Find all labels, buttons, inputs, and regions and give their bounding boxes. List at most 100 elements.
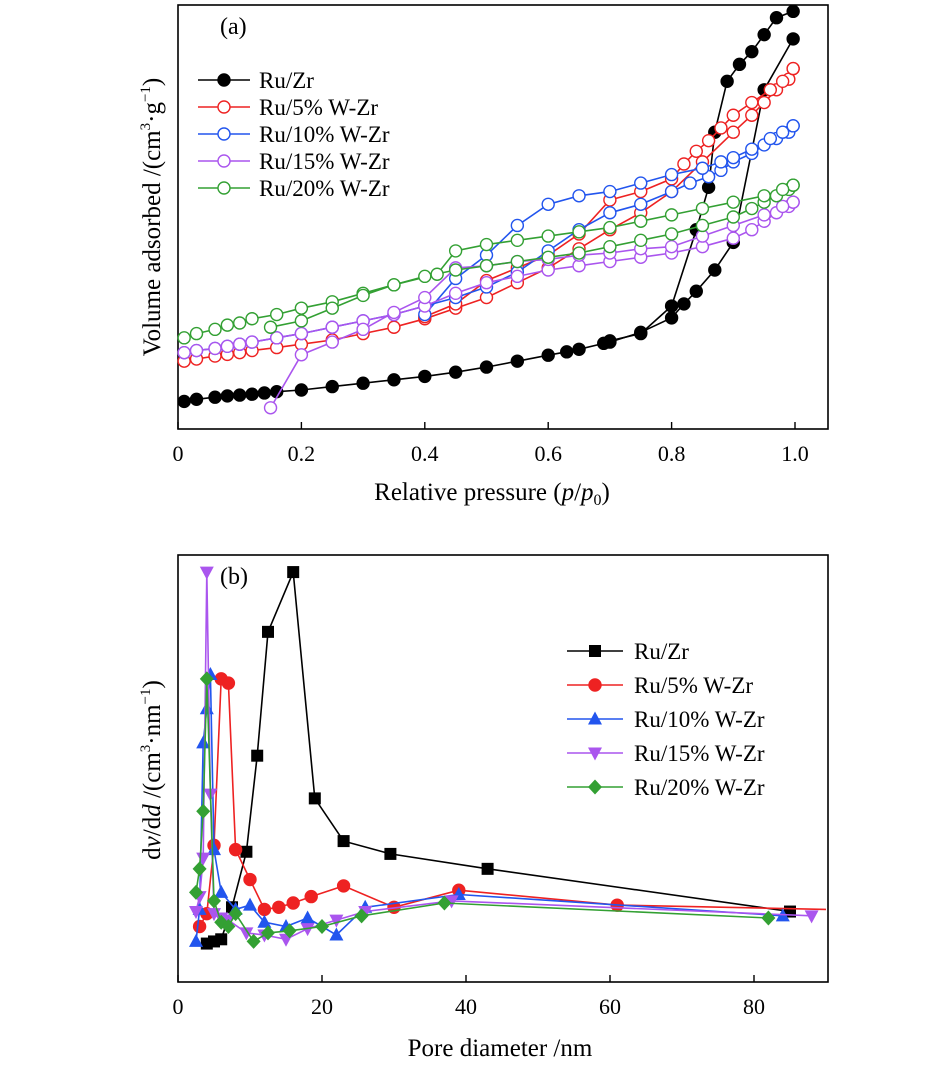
panel-a-ru-20pct-w-zr-adsorption-point [745,201,759,216]
panel-a-ru-zr-desorption-point [757,27,771,42]
panel-a-ru-zr-adsorption-point [208,390,222,404]
panel-a-x-tick-label: 0.4 [411,441,439,466]
panel-b-legend-label-ru-15pct-w-zr: Ru/15% W-Zr [634,741,765,766]
panel-a-ru-5pct-w-zr-desorption-point [726,108,740,122]
panel-b-ru-20pct-w-zr-point [261,925,275,941]
panel-a-ru-20pct-w-zr-adsorption-point [479,259,494,273]
panel-a-ru-zr-adsorption-point [786,32,800,46]
panel-a-legend-marker-ru-15pct-w-zr [217,154,231,168]
panel-a-ru-20pct-w-zr-desorption-point [603,220,617,235]
panel-a-ru-20pct-w-zr-desorption-point [726,195,740,209]
panel-a-ru-15pct-w-zr-adsorption-point [208,341,222,356]
panel-a-ru-20pct-w-zr-adsorption-point [245,312,259,326]
panel-a-ru-zr-desorption-point [732,57,747,72]
panel-a-ru-zr-adsorption-point [177,394,191,409]
panel-a-ru-zr-adsorption-point [708,263,722,277]
panel-b-ru-10pct-w-zr-point [300,910,315,924]
panel-a-ru-20pct-w-zr-adsorption-point [418,269,432,284]
panel-a-ru-20pct-w-zr-desorption-point [448,244,463,258]
panel-a-ru-15pct-w-zr-adsorption-point [189,343,204,358]
panel-a-ru-5pct-w-zr-desorption-point [689,144,703,158]
panel-a-ru-5pct-w-zr-desorption-point [677,157,691,171]
panel-a-ru-5pct-w-zr-desorption-point [763,83,778,97]
panel-a-ru-zr-adsorption-point [232,388,247,402]
panel-a-legend-label-ru-zr: Ru/Zr [259,68,314,93]
panel-b-x-tick-label: 80 [743,994,765,1019]
panel-b-ru-zr-point [251,749,264,762]
panel-a-ru-zr-desorption-point [664,299,679,313]
panel-a-ru-zr-adsorption-point [325,379,339,394]
panel-a-ru-20pct-w-zr-adsorption-point [232,316,247,330]
panel-b-ru-15pct-w-zr-point [300,923,315,937]
panel-a-ru-20pct-w-zr-adsorption-point [208,322,222,337]
panel-b-ru-15pct-w-zr-point [444,895,459,909]
panel-a-ru-15pct-w-zr-adsorption-point [510,269,525,284]
panel-a-ru-zr-adsorption-point [356,376,370,390]
panel-a-ru-10pct-w-zr-desorption-point [745,142,759,156]
panel-b-legend-marker-ru-5pct-w-zr [588,678,602,692]
panel-a-ru-15pct-w-zr-adsorption-point [270,331,284,345]
panel-a-label: (a) [220,14,247,40]
panel-a-ru-5pct-w-zr-desorption-point [714,121,728,135]
panel-b-ru-10pct-w-zr-point [214,884,229,898]
panel-a-ru-10pct-w-zr-adsorption-point [683,176,697,190]
panel-b-legend-label-ru-10pct-w-zr: Ru/10% W-Zr [634,707,765,732]
panel-a-ru-10pct-w-zr-adsorption-point [634,197,648,211]
panel-a-series [177,4,800,415]
panel-b-ru-5pct-w-zr-point [243,872,257,887]
panel-b-ru-5pct-w-zr-point [304,889,318,904]
panel-a-frame [177,4,829,430]
panel-b-series-ru-15pct-w-zr [189,566,819,947]
panel-b-ru-zr-point [287,566,300,579]
panel-b-ru-zr-point [240,845,253,858]
panel-a-ru-10pct-w-zr-desorption-point [726,150,740,165]
panel-a-ru-15pct-w-zr-desorption-point [356,322,370,337]
panel-a-ru-5pct-w-zr-adsorption-point [726,125,740,139]
panel-a-ru-zr-desorption-point [786,4,800,19]
panel-b-x-tick-label: 0 [173,994,184,1019]
panel-a-ru-zr-desorption-point [634,326,648,341]
panel-a-ru-5pct-w-zr-desorption-point [775,74,790,89]
panel-b-ru-20pct-w-zr-point [246,933,261,949]
panel-a-ru-15pct-w-zr-adsorption-point [220,339,235,354]
panel-b-label: (b) [220,564,248,590]
panel-a-ru-15pct-w-zr-adsorption-point [177,345,191,360]
panel-a-ru-10pct-w-zr-desorption-point [775,125,790,139]
panel-a-ru-15pct-w-zr-adsorption-point [245,335,259,349]
panel-b-series [189,566,827,950]
panel-a-ru-15pct-w-zr-desorption-point [387,305,401,320]
panel-a-ru-20pct-w-zr-desorption-point [356,288,370,303]
panel-b-ru-zr-point [262,625,274,638]
panel-a-ru-15pct-w-zr-adsorption-point [745,223,759,237]
panel-a-ru-15pct-w-zr-adsorption-point [232,337,247,351]
panel-a-ru-20pct-w-zr-adsorption-point [603,239,617,254]
panel-a-ru-20pct-w-zr-desorption-point [664,208,679,222]
panel-a-ru-5pct-w-zr-adsorption-point [745,108,759,122]
panel-a-ru-zr-adsorption-point [448,365,463,379]
panel-b-legend-label-ru-5pct-w-zr: Ru/5% W-Zr [634,673,753,698]
panel-b-legend-label-ru-20pct-w-zr: Ru/20% W-Zr [634,775,765,800]
panel-a-ru-20pct-w-zr-desorption-point [510,233,525,248]
panel-a-ru-15pct-w-zr-adsorption-point [479,276,494,290]
panel-a-ru-15pct-w-zr-desorption-point [757,208,771,222]
panel-a-ru-15pct-w-zr-desorption-point [664,239,679,254]
panel-a-ru-20pct-w-zr-desorption-point [430,267,444,281]
panel-a-x-axis-label: Relative pressure (p/p0) [374,479,610,509]
panel-a-ru-zr-desorption-point [720,74,734,89]
panel-b-legend-marker-ru-zr [589,645,601,657]
panel-a-ru-zr-adsorption-point [245,387,259,401]
panel-a-ru-20pct-w-zr-adsorption-point [664,227,679,241]
panel-b-ru-10pct-w-zr-point [189,933,203,947]
panel-b-ru-20pct-w-zr-point [196,803,211,819]
panel-a-x-tick-label: 0.6 [534,441,562,466]
panel-a-ru-15pct-w-zr-desorption-point [263,401,278,415]
panel-a-ru-20pct-w-zr-adsorption-point [189,326,204,341]
panel-b-ru-20pct-w-zr-point [282,923,297,939]
panel-a-ru-10pct-w-zr-desorption-point [541,197,555,211]
panel-a-ru-zr-adsorption-point [189,392,204,407]
panel-a-ru-20pct-w-zr-desorption-point [572,225,586,239]
panel-a-ru-zr-adsorption-point [664,311,679,325]
panel-a-ru-20pct-w-zr-adsorption-point [220,318,235,332]
panel-a-ru-15pct-w-zr-desorption-point [418,290,432,305]
